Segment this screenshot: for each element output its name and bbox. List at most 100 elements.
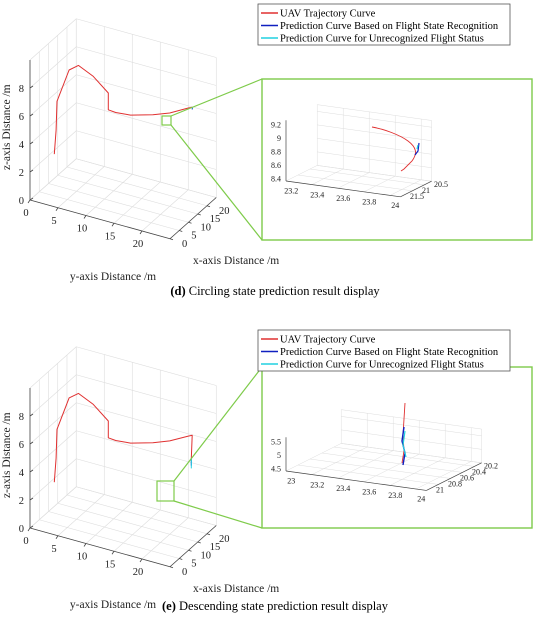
inset-grid-line [311,168,344,185]
wall-grid-line [29,46,77,89]
inset-x-tick-label: 23.2 [310,480,324,489]
z-tick-label: 2 [19,168,24,179]
floor-grid-line [39,519,180,559]
floor-grid-line [57,494,105,536]
zoom-box [161,115,172,126]
y-tick-label: 15 [105,559,116,570]
inset-grid-line [309,458,451,479]
wall-grid-line [76,158,217,198]
inset-grid-line [317,124,432,141]
inset-grid-line [317,151,432,168]
y-axis-line [29,527,171,568]
inset-x-tick-label: 23 [287,477,295,486]
inset-x-tick-label: 23.4 [310,190,324,199]
z-tick-label: 8 [19,84,24,95]
inset-y-tick-label: 20.2 [484,462,498,471]
inset-grid-line [317,138,432,155]
x-tick-label: 20 [219,206,230,217]
legend-box [257,329,511,372]
z-tick-mark [29,141,34,145]
series-trajectory [53,64,193,155]
inset-z-tick-label: 4.5 [271,464,281,473]
x-tick-mark [169,238,174,241]
x-tick-label: 5 [191,559,196,570]
floor-grid-line [85,502,133,544]
inset-z-tick-label: 8.6 [271,161,281,170]
x-tick-mark [179,558,183,560]
inset-y-tick-label: 20.4 [472,468,486,477]
inset-grid-line [337,172,370,189]
x-tick-mark [188,221,192,224]
z-tick-label: 6 [19,112,24,123]
inset-x-tick-label: 24 [417,495,425,504]
y-tick-mark [83,215,87,219]
wall-grid-line [76,374,217,414]
x-tick-label: 15 [210,542,221,553]
caption-panel-letter: (e) [162,599,176,613]
inset-grid-line [321,452,463,473]
caption-panel-letter: (d) [170,284,185,298]
caption-description: Circling state prediction result display [186,284,381,298]
floor-grid-line [141,189,189,232]
floor-grid-line [85,174,133,216]
floor-grid-line [141,517,189,560]
wall-grid-line [29,102,77,145]
x-tick-mark [179,230,183,232]
inset-x-axis-line [285,470,427,491]
inset-y-axis-line [426,462,482,491]
z-tick-label: 0 [19,524,24,535]
z-tick-label: 2 [19,496,24,507]
z-tick-label: 8 [19,412,24,423]
y-tick-label: 20 [133,239,144,250]
y-tick-mark [55,207,59,211]
inset-grid-line [337,450,394,479]
figure-caption: (e) Descending state prediction result d… [162,599,389,613]
inset-grid-line [309,168,425,186]
wall-grid-line [29,458,77,501]
inset-z-tick-label: 8.4 [271,174,281,183]
inset-y-tick-label: 21 [422,186,430,195]
wall-grid-line [29,74,77,117]
y-tick-label: 15 [105,231,116,242]
inset-y-tick-label: 20.5 [434,180,448,189]
floor-grid-line [39,191,180,231]
z-tick-mark [29,413,34,417]
floor-grid-line [48,183,189,223]
x-tick-label: 20 [219,534,230,545]
wall-grid-line [76,430,217,470]
wall-grid-line [76,402,217,442]
inset-x-axis-line [285,180,401,198]
wall-grid-line [29,18,77,61]
inset-x-tick-label: 23.6 [336,194,350,203]
inset-frame [261,366,533,529]
z-tick-mark [29,441,34,445]
z-tick-mark [29,85,34,89]
x-tick-label: 10 [201,550,212,561]
floor-grid-line [113,181,161,224]
y-tick-mark [27,199,31,204]
inset-z-tick-label: 5 [277,451,281,460]
inset-grid-line [341,429,482,450]
inset-y-tick-label: 21 [436,486,444,495]
y-tick-label: 10 [77,224,88,235]
z-tick-label: 0 [19,196,24,207]
wall-grid-line [29,486,77,529]
inset-grid-line [317,165,432,182]
z-tick-mark [29,169,34,173]
inset-grid-line [389,457,446,486]
y-tick-label: 0 [23,208,28,219]
z-tick-mark [29,197,34,201]
inset-x-tick-label: 23.8 [362,198,376,207]
legend-entry: UAV Trajectory Curve [280,335,376,346]
inset-y-tick-label: 21.5 [410,192,424,201]
y-tick-mark [111,223,115,227]
inset-frame [261,78,533,241]
wall-grid-line [76,458,217,498]
wall-grid-line [76,18,217,58]
wall-grid-line [29,374,77,417]
y-tick-label: 5 [51,544,56,555]
zoom-box [156,480,175,502]
